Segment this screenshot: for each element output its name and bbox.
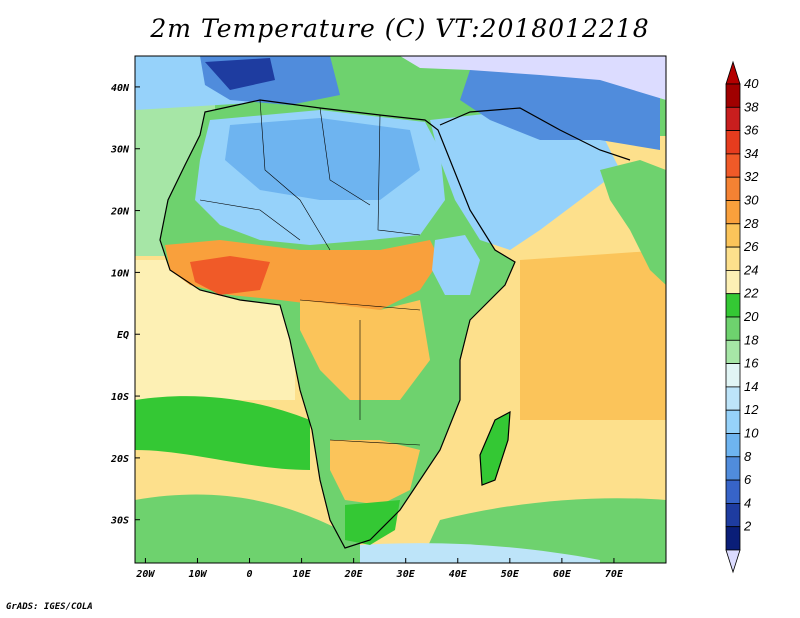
arabia-cool: [430, 110, 620, 250]
colorbar-segment: [725, 316, 741, 341]
lon-tick-label: 10E: [293, 569, 312, 580]
colorbar-max-arrow: [725, 60, 741, 85]
lon-tick-label: 40E: [449, 569, 468, 580]
ethiopia-cool: [432, 235, 480, 295]
lat-tick-label: 10N: [111, 268, 130, 279]
lat-tick-label: 20N: [110, 207, 130, 218]
colorbar-segment: [725, 200, 741, 225]
northeast-coldest: [400, 56, 666, 100]
lat-tick-label: EQ: [117, 330, 129, 341]
lat-tick-label: 10S: [111, 392, 129, 403]
colorbar-label: 12: [744, 402, 759, 417]
colorbar-label: 32: [744, 169, 759, 184]
southern-africa-warm: [330, 440, 420, 505]
colorbar-label: 6: [744, 472, 752, 487]
colorbar-label: 4: [744, 495, 751, 510]
colorbar-label: 34: [744, 146, 758, 161]
lon-tick-label: 50E: [501, 569, 520, 580]
colorbar-label: 38: [744, 99, 759, 114]
coastlines: [159, 99, 631, 549]
map-title: 2m Temperature (C) VT:2018012218: [150, 14, 650, 43]
colorbar-label: 8: [744, 449, 752, 464]
indian-ocean-warm: [520, 250, 666, 420]
colorbar-segment: [725, 456, 741, 481]
colorbar-segment: [725, 246, 741, 271]
colorbar-label: 2: [743, 519, 752, 534]
colorbar-segment: [725, 293, 741, 318]
central-africa-warm: [300, 300, 430, 400]
temperature-field: [135, 56, 666, 563]
colorbar: 40 38 36 34 32 30 28 26 24 22 20 18 16 14 12 10 8 6 4 2: [725, 60, 759, 574]
colorbar-label: 24: [743, 262, 758, 277]
colorbar-label: 16: [744, 356, 759, 371]
colorbar-segment: [725, 339, 741, 364]
colorbar-label: 30: [744, 193, 759, 208]
longitude-axis: 20W 10W 0 10E 20E 30E 40E 50E 60E 70E: [135, 558, 624, 580]
lon-tick-label: 30E: [396, 569, 416, 580]
colorbar-label: 22: [743, 286, 759, 301]
colorbar-segment: [725, 130, 741, 155]
colorbar-segment: [725, 106, 741, 132]
colorbar-segment: [725, 223, 741, 248]
colorbar-segment: [725, 269, 741, 295]
sahara-cooler: [225, 118, 420, 200]
colorbar-segment: [725, 526, 741, 551]
lon-tick-label: 10W: [188, 569, 207, 580]
latitude-axis: 40N 30N 20N 10N EQ 10S 20S 30S: [110, 83, 140, 527]
lat-tick-label: 30S: [110, 516, 129, 527]
colorbar-segment: [725, 363, 741, 388]
lat-tick-label: 30N: [110, 145, 130, 156]
colorbar-segment: [725, 409, 741, 434]
colorbar-label: 28: [743, 216, 759, 231]
colorbar-label: 18: [744, 332, 759, 347]
colorbar-segment: [725, 386, 741, 411]
lon-tick-label: 70E: [605, 569, 624, 580]
southern-africa-green: [345, 500, 400, 545]
colorbar-label: 10: [744, 426, 759, 441]
colorbar-segment: [725, 479, 741, 504]
south-atlantic-green: [135, 396, 310, 470]
madagascar: [480, 412, 510, 485]
lon-tick-label: 60E: [553, 569, 572, 580]
colorbar-segment: [725, 153, 741, 178]
colorbar-label: 36: [744, 123, 759, 138]
colorbar-label: 26: [743, 239, 759, 254]
colorbar-segment: [725, 83, 741, 108]
west-africa-hot: [190, 256, 270, 295]
plot-frame: [134, 55, 667, 564]
india-landmass: [600, 160, 666, 285]
europe-colder: [205, 58, 275, 90]
lon-tick-label: 20W: [135, 569, 155, 580]
colorbar-label: 14: [744, 379, 758, 394]
southern-cool-strip: [360, 543, 600, 563]
colorbar-min-arrow: [725, 549, 741, 574]
grads-credit: GrADS: IGES/COLA: [6, 602, 93, 612]
colorbar-label: 40: [744, 76, 759, 91]
lon-tick-label: 20E: [344, 569, 364, 580]
colorbar-segment: [725, 502, 741, 528]
country-borders: [199, 99, 421, 446]
lat-tick-label: 40N: [111, 83, 130, 94]
colorbar-segment: [725, 176, 741, 201]
colorbar-segment: [725, 433, 741, 458]
south-atlantic-green-2: [135, 494, 360, 563]
lon-tick-label: 0: [247, 569, 253, 580]
lat-tick-label: 20S: [110, 454, 129, 465]
colorbar-label: 20: [743, 309, 759, 324]
